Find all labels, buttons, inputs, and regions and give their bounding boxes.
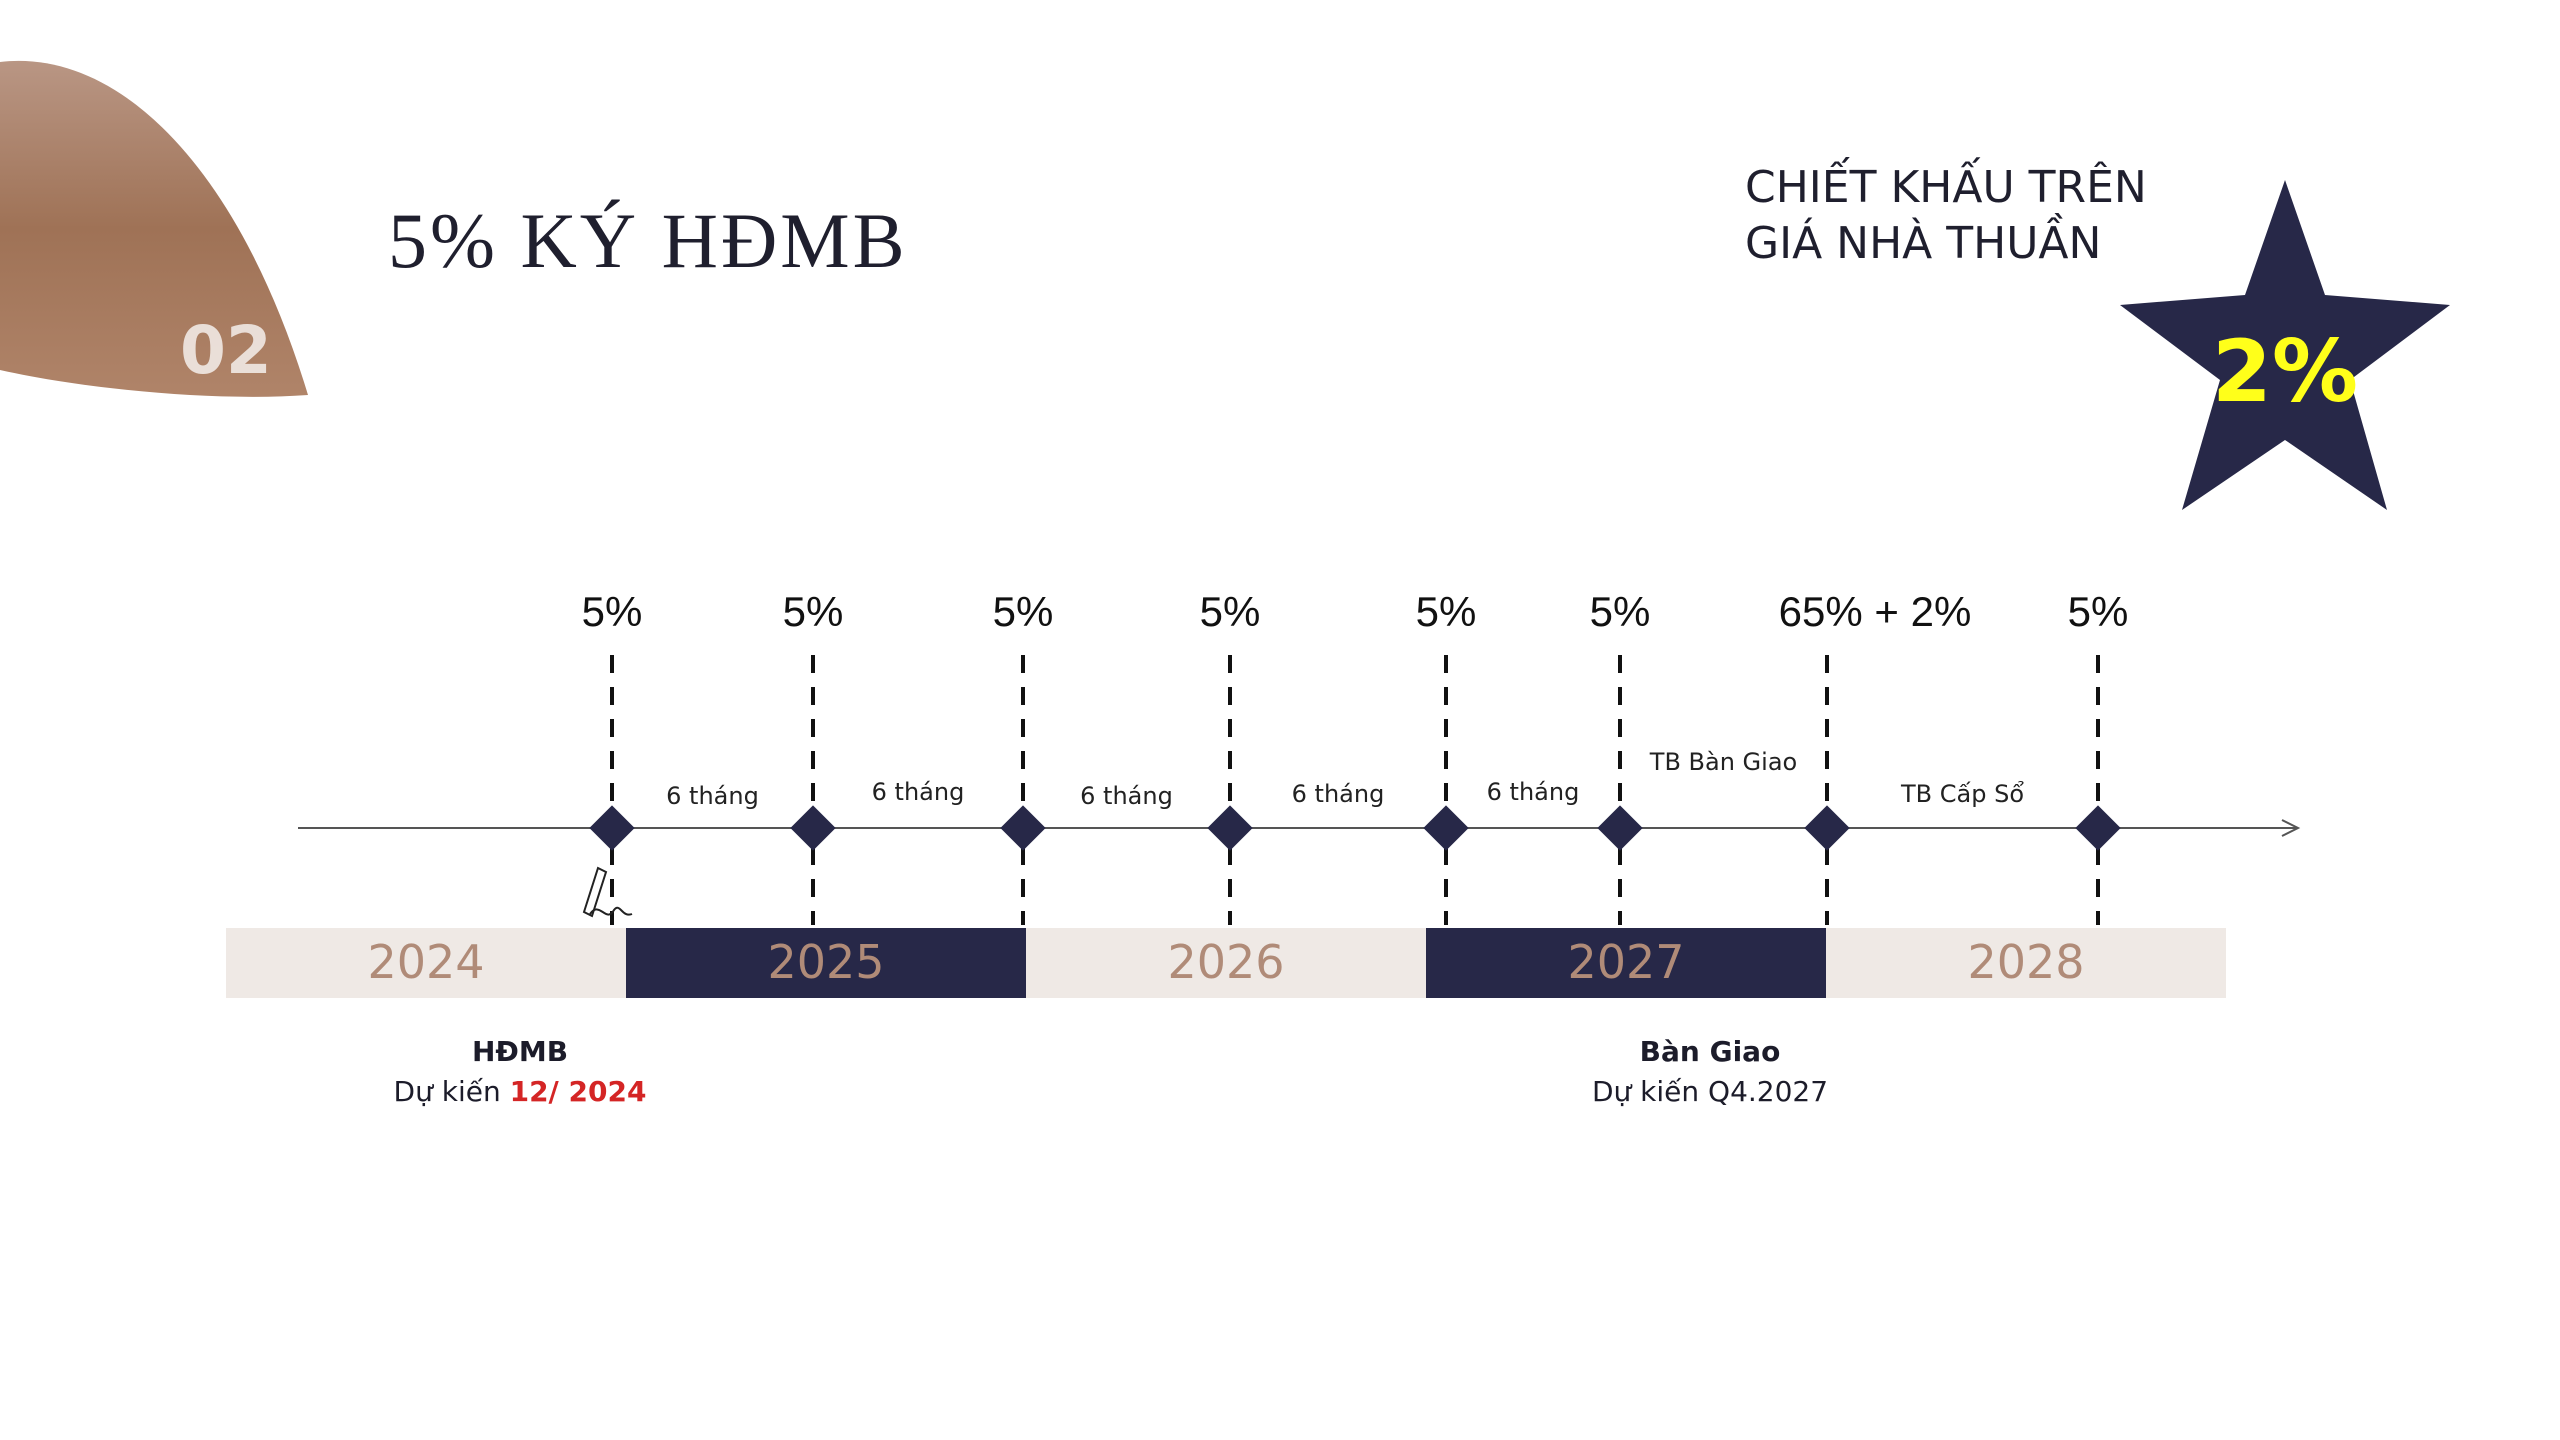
milestone-payment-label: 5%	[2068, 588, 2129, 635]
section-number: 02	[180, 312, 272, 389]
note-hdmb-title: HĐMB	[471, 1035, 569, 1068]
year-label-2027: 2027	[1567, 935, 1684, 989]
interval-label: 6 tháng	[872, 778, 965, 806]
milestone-diamond	[1597, 805, 1643, 851]
year-label-2026: 2026	[1167, 935, 1284, 989]
timeline: 2024 2025 2026 2027 2028 5% 5% 5% 5% 5% 5% 65% + 2%…	[226, 588, 2301, 998]
year-label-2025: 2025	[767, 935, 884, 989]
milestone-payment-label: 5%	[582, 588, 643, 635]
discount-value: 2%	[2211, 322, 2358, 422]
milestone-diamond	[1000, 805, 1046, 851]
timeline-arrow-icon	[2281, 819, 2301, 837]
slide-title: 5% KÝ HĐMB	[388, 197, 908, 284]
interval-label: 6 tháng	[1487, 778, 1580, 806]
note-ban-giao-text: Dự kiến Q4.2027	[1591, 1075, 1829, 1108]
milestone-payment-label: 5%	[783, 588, 844, 635]
note-hdmb-date: 12/ 2024	[509, 1075, 647, 1108]
corner-leaf-shape	[0, 60, 308, 397]
year-band-2027	[1426, 928, 1826, 998]
year-label-2028: 2028	[1967, 935, 2084, 989]
year-band-2026	[1026, 928, 1426, 998]
interval-label: 6 tháng	[1080, 782, 1173, 810]
milestone-diamond	[1804, 805, 1850, 851]
pen-icon	[582, 866, 608, 918]
milestone-payment-label: 5%	[1200, 588, 1261, 635]
milestone-diamond	[1207, 805, 1253, 851]
interval-label: TB Bàn Giao	[1649, 748, 1797, 776]
signature-icon	[589, 906, 633, 916]
year-band-2028	[1826, 928, 2226, 998]
interval-label: 6 tháng	[1292, 780, 1385, 808]
milestone-payment-label: 5%	[1590, 588, 1651, 635]
discount-title: CHIẾT KHẤU TRÊN GIÁ NHÀ THUẦN	[1745, 160, 2147, 272]
milestone-payment-label: 5%	[993, 588, 1054, 635]
milestone-diamond	[589, 805, 635, 851]
milestone-diamond	[1423, 805, 1469, 851]
milestone-payment-label: 5%	[1416, 588, 1477, 635]
note-hdmb-prefix: Dự kiến	[393, 1075, 510, 1108]
interval-label: 6 tháng	[666, 782, 759, 810]
star-shape	[2120, 180, 2450, 510]
note-hdmb-line: Dự kiến 12/ 2024	[340, 1072, 700, 1112]
note-ban-giao-title: Bàn Giao	[1639, 1035, 1781, 1068]
interval-label: TB Cấp Sổ	[1900, 780, 2024, 808]
milestone-payment-label: 65% + 2%	[1779, 588, 1972, 635]
discount-title-line2: GIÁ NHÀ THUẦN	[1745, 218, 2102, 269]
year-label-2024: 2024	[367, 935, 484, 989]
discount-title-line1: CHIẾT KHẤU TRÊN	[1745, 162, 2147, 213]
year-band-2024	[226, 928, 626, 998]
note-ban-giao: Bàn Giao Dự kiến Q4.2027	[1510, 1032, 1910, 1112]
milestone-diamond	[790, 805, 836, 851]
year-band-2025	[626, 928, 1026, 998]
note-hdmb: HĐMB Dự kiến 12/ 2024	[340, 1032, 700, 1112]
milestone-diamond	[2075, 805, 2121, 851]
